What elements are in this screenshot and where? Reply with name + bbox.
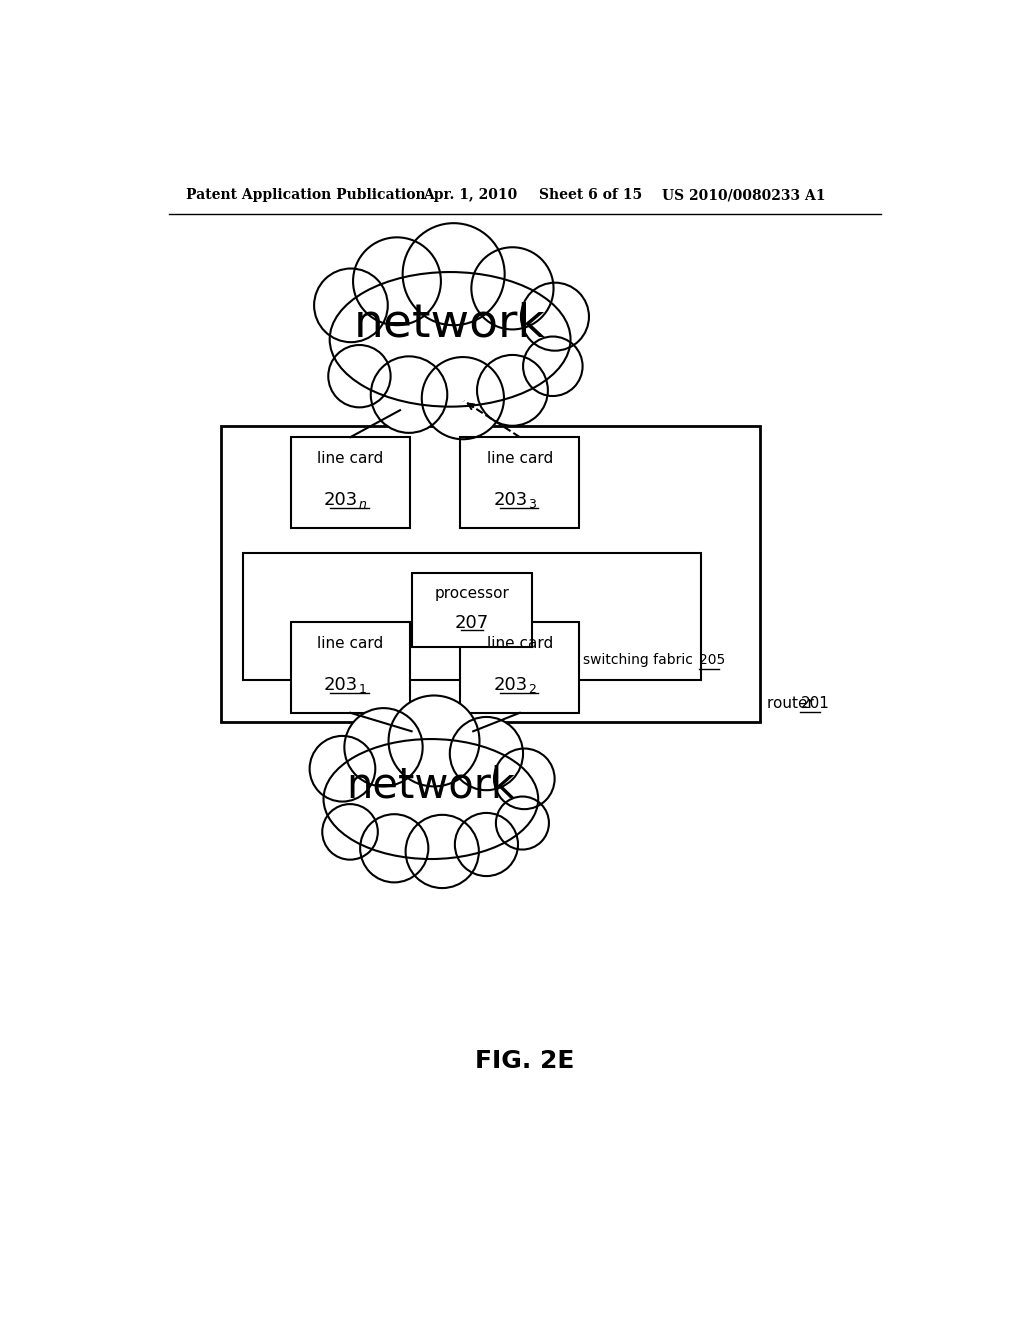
Circle shape bbox=[422, 358, 504, 440]
Text: processor: processor bbox=[434, 586, 510, 601]
Circle shape bbox=[471, 247, 554, 330]
Circle shape bbox=[388, 696, 479, 787]
Circle shape bbox=[360, 814, 428, 882]
Circle shape bbox=[371, 356, 447, 433]
Bar bbox=[243, 553, 701, 680]
Text: line card: line card bbox=[486, 451, 553, 466]
Bar bbox=[291, 437, 410, 528]
Text: FIG. 2E: FIG. 2E bbox=[475, 1049, 574, 1073]
Text: 3: 3 bbox=[528, 499, 536, 511]
Text: 2: 2 bbox=[528, 684, 536, 696]
Bar bbox=[291, 622, 410, 713]
Text: Patent Application Publication: Patent Application Publication bbox=[186, 189, 426, 202]
Text: Sheet 6 of 15: Sheet 6 of 15 bbox=[539, 189, 642, 202]
Circle shape bbox=[314, 268, 388, 342]
Bar bbox=[413, 573, 531, 647]
Ellipse shape bbox=[324, 739, 539, 859]
Circle shape bbox=[344, 708, 423, 787]
Text: 201: 201 bbox=[801, 696, 829, 711]
Circle shape bbox=[329, 345, 390, 408]
Text: US 2010/0080233 A1: US 2010/0080233 A1 bbox=[662, 189, 825, 202]
Circle shape bbox=[523, 337, 583, 396]
Circle shape bbox=[353, 238, 441, 325]
Circle shape bbox=[477, 355, 548, 426]
Circle shape bbox=[521, 282, 589, 351]
Text: line card: line card bbox=[486, 636, 553, 651]
Ellipse shape bbox=[330, 272, 570, 407]
Text: line card: line card bbox=[317, 636, 384, 651]
Text: 203: 203 bbox=[494, 491, 527, 510]
Circle shape bbox=[406, 814, 479, 888]
Text: switching fabric: switching fabric bbox=[583, 653, 697, 668]
Text: router: router bbox=[767, 696, 818, 711]
Circle shape bbox=[494, 748, 555, 809]
Text: network: network bbox=[354, 301, 546, 346]
Circle shape bbox=[309, 737, 376, 801]
Circle shape bbox=[455, 813, 518, 876]
Text: Apr. 1, 2010: Apr. 1, 2010 bbox=[423, 189, 517, 202]
Text: line card: line card bbox=[317, 451, 384, 466]
Circle shape bbox=[496, 796, 549, 850]
Circle shape bbox=[402, 223, 505, 325]
Bar bbox=[460, 622, 580, 713]
Text: 203: 203 bbox=[494, 676, 527, 694]
Circle shape bbox=[450, 717, 523, 791]
Bar bbox=[221, 425, 761, 722]
Text: n: n bbox=[358, 499, 367, 511]
Text: 207: 207 bbox=[455, 615, 489, 632]
Text: 1: 1 bbox=[358, 684, 367, 696]
Circle shape bbox=[323, 804, 378, 859]
Text: 203: 203 bbox=[324, 676, 358, 694]
Bar bbox=[460, 437, 580, 528]
Text: network: network bbox=[346, 764, 515, 807]
Text: 203: 203 bbox=[324, 491, 358, 510]
Text: 205: 205 bbox=[698, 653, 725, 668]
